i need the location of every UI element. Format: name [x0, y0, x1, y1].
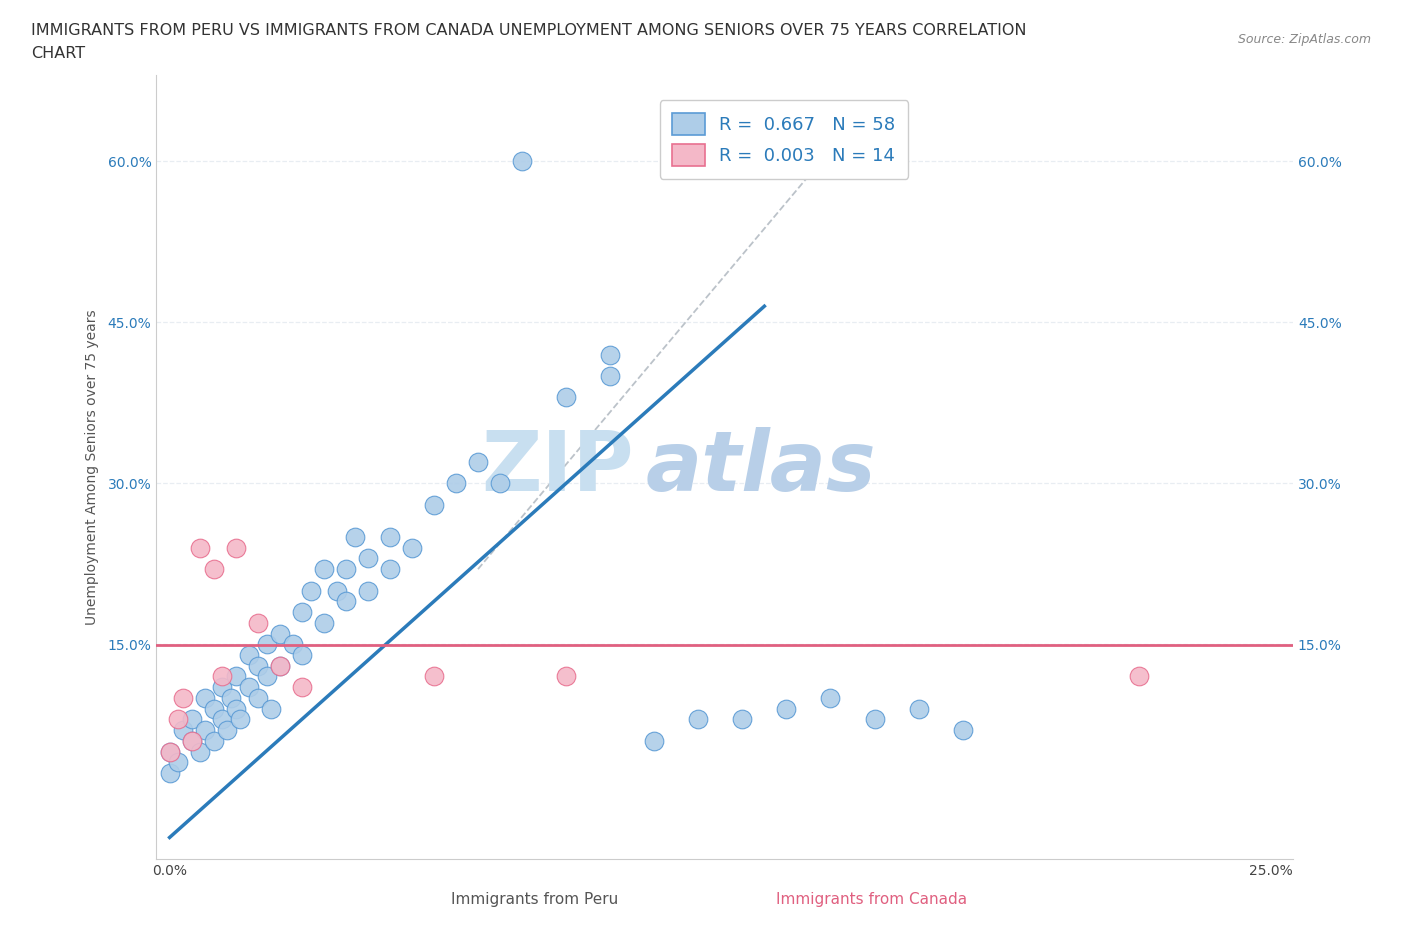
Point [281, 637, 304, 652]
Point [180, 734, 202, 749]
Point [444, 476, 467, 491]
Point [172, 690, 194, 705]
Text: Immigrants from Peru: Immigrants from Peru [451, 892, 617, 907]
Point [378, 562, 401, 577]
Point [269, 658, 291, 673]
Point [167, 755, 190, 770]
Text: IMMIGRANTS FROM PERU VS IMMIGRANTS FROM CANADA UNEMPLOYMENT AMONG SENIORS OVER 7: IMMIGRANTS FROM PERU VS IMMIGRANTS FROM … [31, 23, 1026, 38]
Point [180, 734, 202, 749]
Point [820, 690, 842, 705]
Point [269, 658, 291, 673]
Point [401, 540, 423, 555]
Point [775, 701, 797, 716]
Text: Source: ZipAtlas.com: Source: ZipAtlas.com [1237, 33, 1371, 46]
Point [269, 626, 291, 641]
Point [202, 562, 225, 577]
Point [1128, 669, 1150, 684]
Point [423, 669, 446, 684]
Point [159, 765, 181, 780]
Point [952, 723, 974, 737]
Text: Immigrants from Canada: Immigrants from Canada [776, 892, 967, 907]
Legend: R =  0.667   N = 58, R =  0.003   N = 14: R = 0.667 N = 58, R = 0.003 N = 14 [659, 100, 908, 179]
Point [335, 562, 357, 577]
Point [467, 455, 489, 470]
Point [256, 669, 278, 684]
Text: ZIP: ZIP [481, 427, 634, 508]
Point [291, 604, 314, 619]
Point [225, 701, 247, 716]
Point [299, 583, 322, 598]
Point [194, 690, 217, 705]
Point [229, 712, 252, 727]
Point [202, 701, 225, 716]
Point [555, 390, 578, 405]
Point [211, 680, 233, 695]
Point [211, 669, 233, 684]
Point [256, 637, 278, 652]
Point [599, 368, 621, 383]
Point [246, 690, 269, 705]
Y-axis label: Unemployment Among Seniors over 75 years: Unemployment Among Seniors over 75 years [86, 310, 100, 625]
Point [202, 734, 225, 749]
Point [907, 701, 929, 716]
Point [378, 529, 401, 544]
Point [343, 529, 366, 544]
Point [225, 540, 247, 555]
Point [159, 744, 181, 759]
Point [357, 551, 380, 565]
Point [643, 734, 665, 749]
Point [246, 616, 269, 631]
Point [159, 744, 181, 759]
Text: atlas: atlas [645, 427, 876, 508]
Point [731, 712, 754, 727]
Point [312, 562, 335, 577]
Point [489, 476, 512, 491]
Point [423, 498, 446, 512]
Point [863, 712, 886, 727]
Point [219, 690, 242, 705]
Point [357, 583, 380, 598]
Point [326, 583, 349, 598]
Point [238, 680, 260, 695]
Text: CHART: CHART [31, 46, 84, 61]
Point [211, 712, 233, 727]
Point [260, 701, 283, 716]
Point [291, 647, 314, 662]
Point [312, 616, 335, 631]
Point [190, 744, 212, 759]
Point [194, 723, 217, 737]
Point [225, 669, 247, 684]
Point [510, 153, 533, 168]
Point [599, 347, 621, 362]
Point [180, 712, 202, 727]
Point [555, 669, 578, 684]
Point [172, 723, 194, 737]
Point [238, 647, 260, 662]
Point [167, 712, 190, 727]
Point [688, 712, 710, 727]
Point [291, 680, 314, 695]
Point [215, 723, 238, 737]
Point [190, 540, 212, 555]
Point [335, 594, 357, 609]
Point [246, 658, 269, 673]
